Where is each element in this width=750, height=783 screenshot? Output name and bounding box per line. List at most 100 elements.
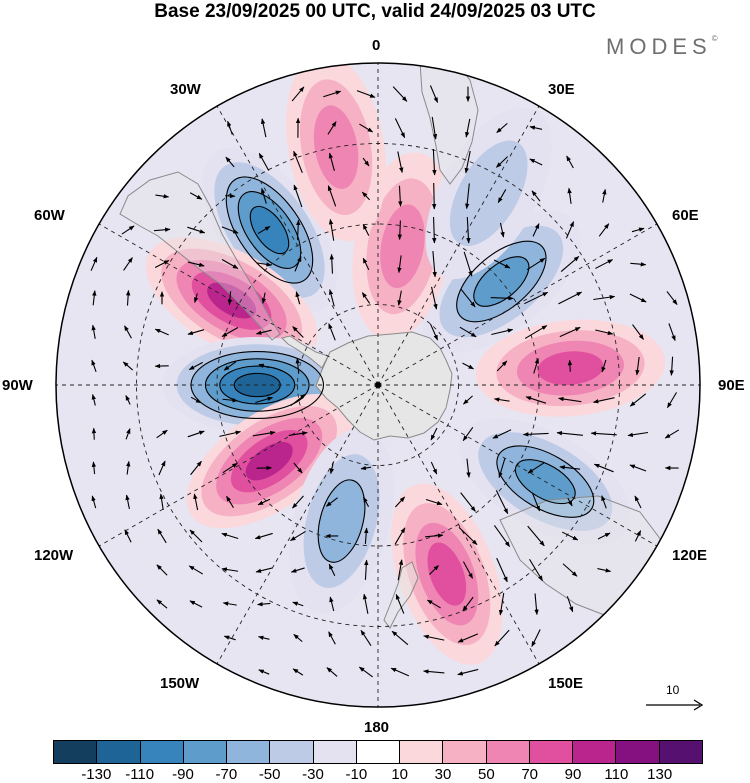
wind-vector — [362, 223, 370, 236]
wind-vector — [125, 394, 131, 405]
lon-label-60e: 60E — [672, 207, 699, 224]
lon-label-90w: 90W — [2, 377, 33, 394]
wind-vector — [394, 496, 406, 508]
wind-vector — [291, 86, 305, 102]
colorbar-swatch — [399, 741, 443, 763]
wind-vector — [601, 495, 607, 509]
lon-label-90e: 90E — [718, 377, 745, 394]
wind-vector — [187, 329, 205, 336]
colorbar-swatch — [615, 741, 659, 763]
colorbar-tick-label: -70 — [215, 766, 238, 783]
wind-vector — [524, 325, 548, 339]
wind-vector — [252, 430, 276, 437]
wind-vector — [258, 152, 270, 171]
wind-vector — [466, 216, 471, 244]
wind-vector — [126, 460, 131, 475]
wind-vector — [122, 361, 134, 371]
wind-vector — [296, 219, 301, 240]
wind-vector — [328, 218, 335, 241]
wind-vector — [496, 360, 508, 372]
wind-vector — [463, 251, 473, 277]
wind-vector — [190, 460, 202, 476]
wind-vector — [529, 125, 543, 130]
wind-vector — [125, 494, 130, 510]
wind-vector — [635, 356, 640, 376]
wind-vector — [466, 458, 471, 478]
meridian-line — [377, 384, 658, 547]
wind-vectors — [90, 85, 680, 678]
meridian-line — [377, 105, 540, 386]
meridian-line — [377, 384, 540, 665]
africa-land — [419, 63, 479, 185]
south-pole-marker — [375, 382, 381, 388]
wind-vector — [462, 596, 474, 612]
wind-vector — [464, 150, 471, 174]
wind-vector — [429, 85, 439, 104]
wind-vector — [188, 565, 204, 575]
wind-vector — [465, 183, 470, 210]
colorbar-tick-label: -10 — [345, 766, 368, 783]
wind-vector — [634, 495, 642, 509]
wind-vector — [567, 497, 573, 507]
wind-vector — [491, 328, 514, 336]
wind-vector — [193, 293, 199, 304]
wind-vector — [91, 393, 96, 406]
wind-vector — [590, 431, 617, 436]
wind-vector — [256, 262, 272, 267]
wind-vector — [496, 156, 508, 168]
anomaly-shading — [318, 479, 365, 563]
wind-vector — [360, 629, 372, 647]
wind-vector — [629, 293, 647, 303]
graticule — [56, 63, 700, 707]
wind-vector — [329, 462, 334, 475]
wind-vector — [294, 256, 302, 272]
wind-vector — [358, 666, 373, 678]
wind-vector — [593, 463, 614, 473]
wind-vector — [556, 430, 583, 436]
wind-vector — [362, 496, 370, 508]
wind-vector — [257, 601, 271, 607]
wind-vector — [631, 227, 645, 233]
wind-vector — [187, 430, 205, 438]
wind-vector — [494, 629, 510, 647]
wind-vector — [567, 359, 573, 372]
lon-label-120e: 120E — [672, 547, 708, 564]
contour-line — [237, 191, 302, 269]
wind-vector — [92, 290, 97, 306]
meridian-line — [216, 384, 379, 665]
wind-vector — [323, 90, 342, 98]
colorbar-tick-label: 30 — [434, 766, 452, 783]
wind-vector — [227, 291, 233, 306]
wind-vector — [459, 326, 477, 338]
wind-vector — [597, 532, 611, 540]
wind-vector — [463, 395, 473, 405]
wind-vector — [432, 216, 437, 244]
lon-label-30w: 30W — [170, 81, 201, 98]
wind-vector — [361, 292, 371, 304]
wind-vector — [219, 430, 242, 437]
wind-vector — [397, 290, 402, 306]
wind-vector — [225, 156, 235, 168]
wind-vector — [598, 223, 610, 237]
lon-label-60w: 60W — [34, 207, 65, 224]
lon-label-120w: 120W — [34, 547, 74, 564]
wind-vector — [222, 398, 238, 403]
colorbar-tick-label: -50 — [258, 766, 281, 783]
lon-label-150w: 150W — [160, 675, 200, 692]
wind-vector — [255, 396, 274, 403]
new-zealand-land — [383, 561, 419, 629]
wind-vector — [601, 359, 607, 373]
wind-vector — [221, 532, 239, 540]
wind-vector — [359, 123, 374, 133]
wind-vector — [498, 592, 505, 616]
colorbar-tick-label: 10 — [391, 766, 408, 783]
wind-vector — [531, 492, 541, 512]
wind-vector — [627, 431, 649, 437]
wind-vector — [223, 635, 236, 641]
antarctica-land — [315, 331, 453, 441]
wind-vector — [356, 90, 376, 98]
wind-vector — [221, 326, 239, 338]
wind-vector — [525, 396, 547, 404]
wind-vector — [496, 122, 508, 134]
lon-label-150e: 150E — [548, 675, 584, 692]
